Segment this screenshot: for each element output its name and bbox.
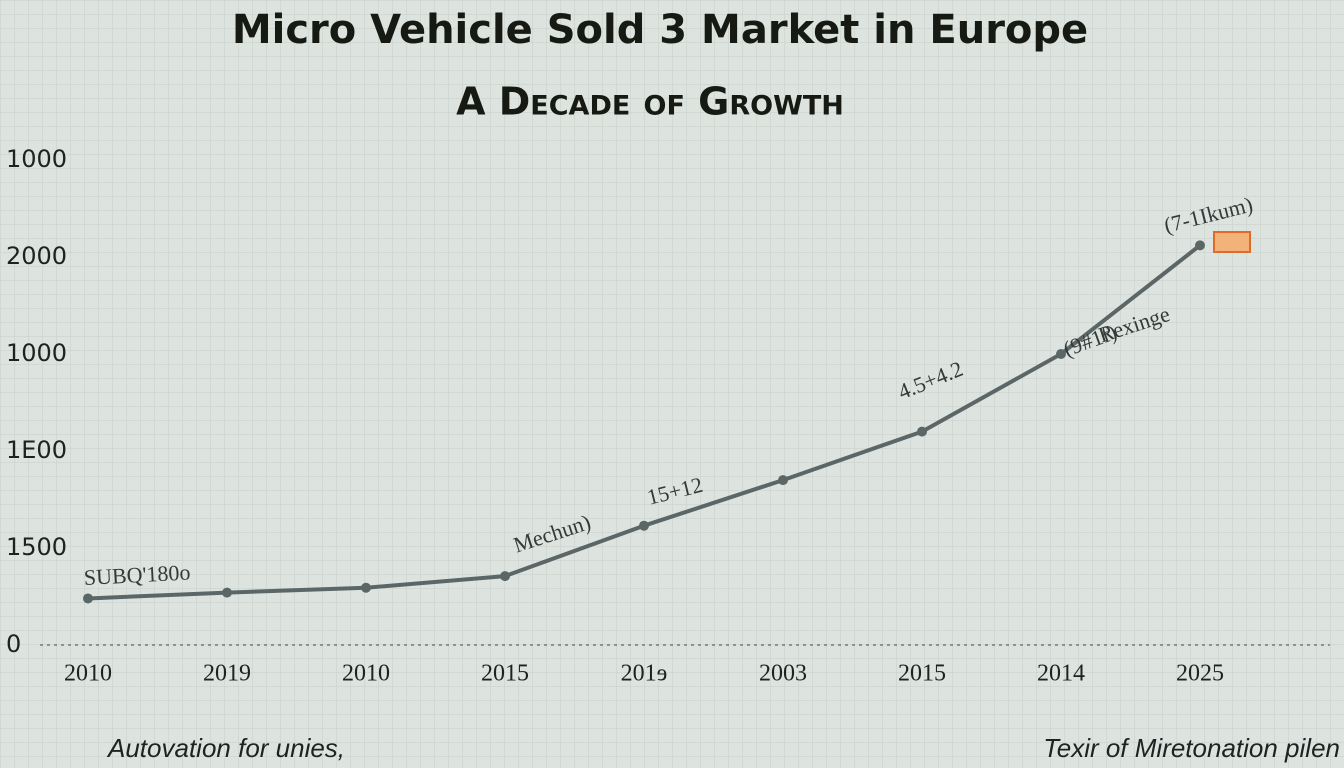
point: [361, 582, 371, 593]
point: [222, 587, 232, 598]
annotation-icon: [1213, 231, 1251, 253]
footnote: Texir of Miretonation pilen: [1043, 733, 1340, 763]
x-tick-label: 2010: [342, 661, 390, 687]
x-tick-label: 2015: [898, 661, 946, 687]
y-tick-label: 1E00: [6, 436, 67, 464]
y-tick-label: 1000: [6, 145, 67, 173]
x-tick-label: 2015: [481, 661, 529, 687]
y-tick-label: 0: [6, 630, 21, 658]
chart-subtitle: A Decade of Growth: [456, 80, 844, 124]
annotation: SUBQ'180ο: [83, 559, 191, 590]
point: [1195, 240, 1205, 251]
chart-title: Micro Vehicle Sold 3 Market in Europe: [232, 7, 1088, 53]
footnote: Autovation for unies,: [106, 733, 345, 763]
point: [639, 520, 649, 531]
x-tick-label: 2019: [203, 661, 251, 687]
x-tick-label: 201ɘ: [621, 661, 668, 687]
point: [500, 571, 510, 582]
x-tick-label: 2014: [1037, 661, 1085, 687]
point: [83, 593, 93, 604]
x-tick-label: 2003: [759, 661, 807, 687]
point: [778, 475, 788, 486]
x-tick-label: 2025: [1176, 661, 1224, 687]
y-tick-label: 2000: [6, 242, 67, 270]
point: [1056, 349, 1066, 359]
y-tick-label: 1500: [6, 533, 67, 561]
x-tick-label: 2010: [64, 661, 112, 687]
y-tick-label: 1000: [6, 339, 67, 367]
point: [917, 426, 927, 437]
